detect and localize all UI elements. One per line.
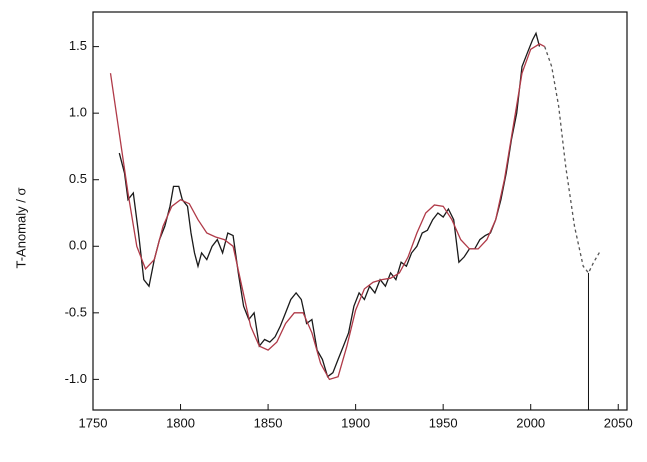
x-tick-label: 1900	[341, 415, 370, 430]
x-tick-label: 1950	[429, 415, 458, 430]
y-tick-label: 1.5	[69, 38, 87, 53]
series-line	[109, 43, 545, 381]
series-line	[544, 46, 602, 275]
x-tick-label: 2050	[604, 415, 633, 430]
x-tick-label: 1800	[166, 415, 195, 430]
plot-frame	[92, 11, 628, 411]
y-tick-label: 0.0	[69, 238, 87, 253]
y-tick-label: -1.0	[65, 371, 87, 386]
y-tick-label: 0.5	[69, 171, 87, 186]
y-tick-label: -0.5	[65, 304, 87, 319]
series-line	[118, 31, 541, 378]
y-tick-label: 1.0	[69, 105, 87, 120]
x-tick-label: 1750	[79, 415, 108, 430]
x-tick-label: 1850	[254, 415, 283, 430]
x-tick-label: 2000	[516, 415, 545, 430]
y-axis-label: T-Anomaly / σ	[13, 188, 28, 269]
